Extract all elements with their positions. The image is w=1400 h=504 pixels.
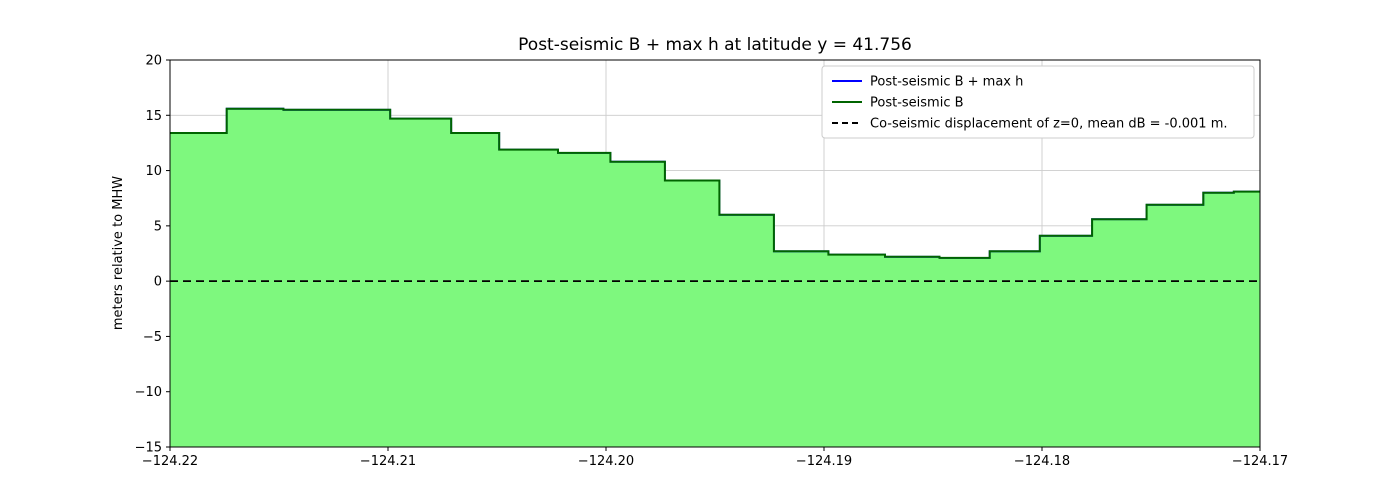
x-tick-label: −124.22 [142,454,198,469]
y-tick-label: −10 [135,385,162,400]
x-tick-label: −124.17 [1232,454,1288,469]
x-tick-label: −124.18 [1014,454,1070,469]
legend: Post-seismic B + max h Post-seismic B Co-s… [821,65,1255,139]
legend-label: Post-seismic B + max h [870,75,1023,90]
y-axis-label: meters relative to MHW [111,176,126,330]
x-tick-label: −124.19 [796,454,852,469]
y-tick-label: 0 [154,275,162,290]
legend-box [821,65,1255,139]
y-tick-label: 15 [145,109,162,124]
x-tick-label: −124.21 [360,454,416,469]
line-layer [170,107,1260,283]
post-seismic-b-area-fill [170,108,1260,447]
y-tick-label: 10 [145,164,162,179]
y-tick-label: 5 [154,219,162,234]
fill-layer [170,108,1260,447]
axes-border [169,59,1261,448]
legend-label: Post-seismic B [870,96,964,111]
legend-label: Co-seismic displacement of z=0, mean dB … [870,117,1228,132]
line-post-seismic-b [170,107,1260,259]
y-tick-label: −15 [135,441,162,456]
y-tick-label: −5 [143,330,162,345]
axes-layer: −124.22 −124.21 −124.20 −124.19 −124.18 −124.… [135,54,1289,470]
x-tick-label: −124.20 [578,454,634,469]
y-tick-label: 20 [145,54,162,69]
chart-title: Post-seismic B + max h at latitude y = 4… [518,35,912,55]
